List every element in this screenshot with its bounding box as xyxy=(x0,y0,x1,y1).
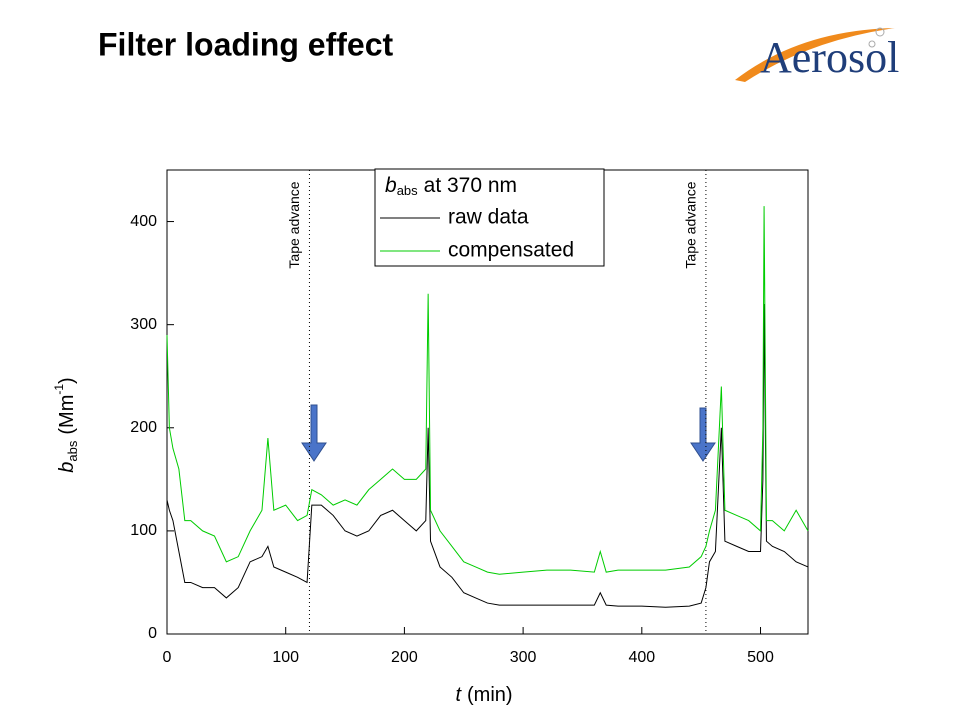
legend-label: raw data xyxy=(448,206,529,229)
x-tick-label: 500 xyxy=(747,649,774,666)
logo-dot xyxy=(875,27,885,37)
y-tick-label: 100 xyxy=(130,522,157,539)
annotation-text: Tape advance xyxy=(683,181,699,268)
x-tick-label: 100 xyxy=(272,649,299,666)
legend-title: babs at 370 nm xyxy=(385,174,517,199)
annotation-text: Tape advance xyxy=(286,181,302,268)
data-line xyxy=(166,304,809,608)
logo-text: Aerosol xyxy=(760,33,899,82)
arrow xyxy=(690,407,716,462)
legend-label: compensated xyxy=(448,239,574,262)
logo-swoosh xyxy=(735,28,895,82)
slide-title: Filter loading effect xyxy=(98,26,393,62)
logo: Aerosol xyxy=(735,27,899,82)
y-axis-label: babs(Mm-1) xyxy=(52,377,80,472)
logo-dot xyxy=(868,40,876,48)
x-tick-label: 200 xyxy=(391,649,418,666)
x-tick-label: 400 xyxy=(628,649,655,666)
x-tick-label: 0 xyxy=(163,649,172,666)
y-tick-label: 300 xyxy=(130,316,157,333)
data-line xyxy=(166,206,809,575)
y-tick-label: 0 xyxy=(148,625,157,642)
y-tick-label: 400 xyxy=(130,213,157,230)
y-tick-label: 200 xyxy=(130,419,157,436)
arrow xyxy=(301,404,327,462)
x-axis-label: t (min) xyxy=(455,684,512,706)
x-tick-label: 300 xyxy=(510,649,537,666)
